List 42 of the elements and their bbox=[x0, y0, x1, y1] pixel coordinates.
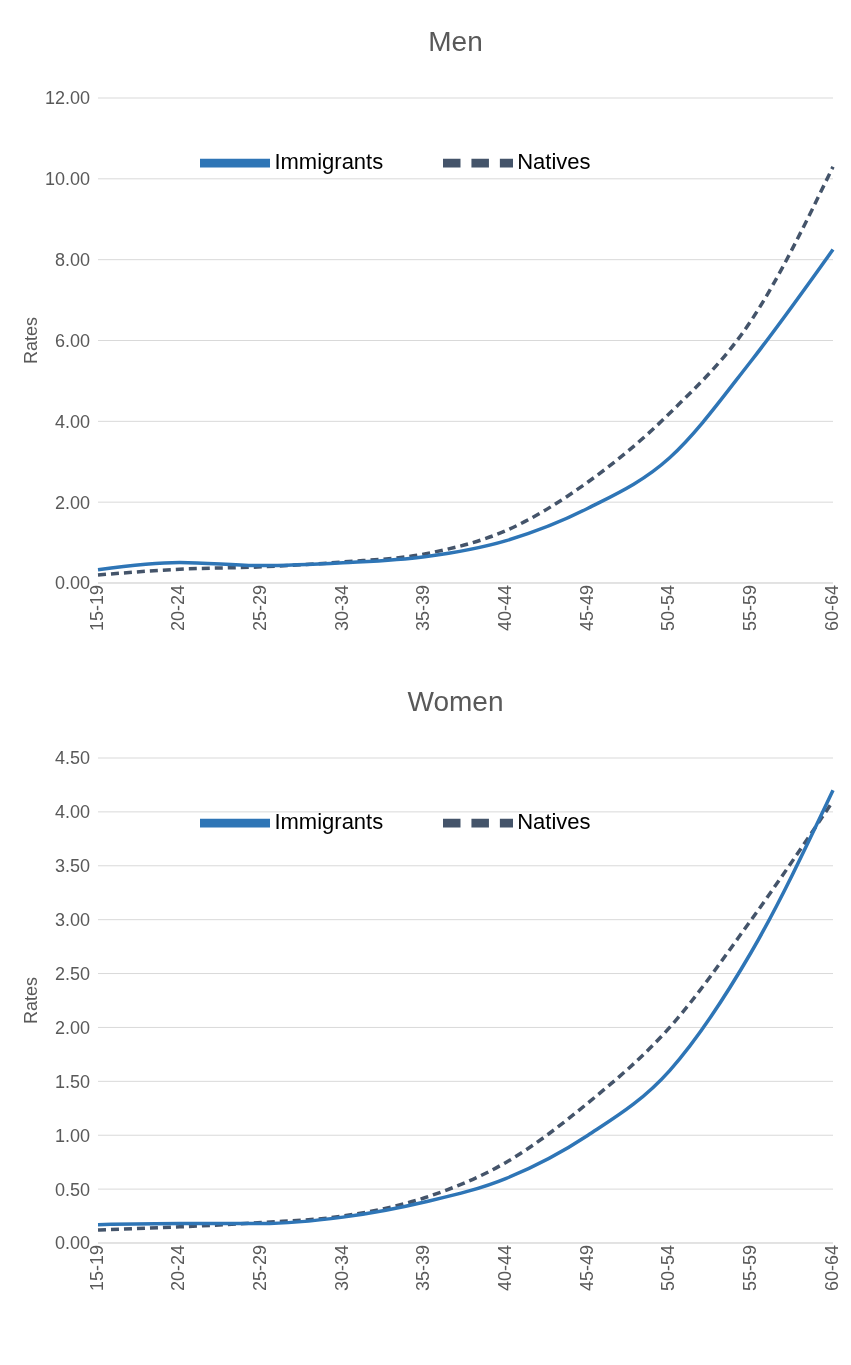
y-tick-label: 10.00 bbox=[44, 169, 90, 190]
x-tick-label: 55-59 bbox=[740, 1245, 761, 1292]
chart-title: Men bbox=[427, 26, 484, 58]
y-tick-label: 8.00 bbox=[54, 250, 90, 271]
y-tick-label: 3.50 bbox=[54, 856, 90, 877]
x-tick-label: 40-44 bbox=[495, 585, 516, 632]
chart-title: Women bbox=[406, 686, 505, 718]
y-tick-label: 4.50 bbox=[54, 748, 90, 769]
x-tick-label: 25-29 bbox=[250, 1245, 271, 1292]
x-tick-label: 25-29 bbox=[250, 585, 271, 632]
y-tick-label: 12.00 bbox=[44, 88, 90, 109]
y-axis-title: Rates bbox=[21, 976, 42, 1025]
y-tick-label: 6.00 bbox=[54, 330, 90, 351]
x-tick-label: 55-59 bbox=[740, 585, 761, 632]
x-tick-label: 45-49 bbox=[576, 1245, 597, 1292]
x-tick-label: 50-54 bbox=[658, 1245, 679, 1292]
x-tick-label: 35-39 bbox=[413, 585, 434, 632]
y-tick-label: 1.00 bbox=[54, 1125, 90, 1146]
x-tick-label: 30-34 bbox=[331, 1245, 352, 1292]
x-tick-label: 50-54 bbox=[658, 585, 679, 632]
x-tick-label: 20-24 bbox=[168, 585, 189, 632]
y-tick-label: 3.00 bbox=[54, 910, 90, 931]
y-tick-label: 2.50 bbox=[54, 963, 90, 984]
y-tick-label: 0.50 bbox=[54, 1179, 90, 1200]
line-series bbox=[96, 247, 835, 572]
y-tick-label: 2.00 bbox=[54, 1017, 90, 1038]
y-tick-label: 4.00 bbox=[54, 802, 90, 823]
x-tick-label: 60-64 bbox=[821, 1245, 842, 1292]
legend-label: Immigrants bbox=[274, 808, 384, 834]
x-tick-label: 40-44 bbox=[495, 1245, 516, 1292]
x-tick-label: 60-64 bbox=[821, 585, 842, 632]
x-tick-label: 35-39 bbox=[413, 1245, 434, 1292]
y-tick-label: 2.00 bbox=[54, 492, 90, 513]
y-tick-label: 1.50 bbox=[54, 1071, 90, 1092]
x-tick-label: 20-24 bbox=[168, 1245, 189, 1292]
x-tick-label: 45-49 bbox=[576, 585, 597, 632]
y-axis-title: Rates bbox=[21, 316, 42, 365]
x-tick-label: 30-34 bbox=[331, 585, 352, 632]
legend-label: Immigrants bbox=[274, 148, 384, 174]
legend-label: Natives bbox=[517, 808, 591, 834]
legend-label: Natives bbox=[517, 148, 591, 174]
y-tick-label: 4.00 bbox=[54, 411, 90, 432]
